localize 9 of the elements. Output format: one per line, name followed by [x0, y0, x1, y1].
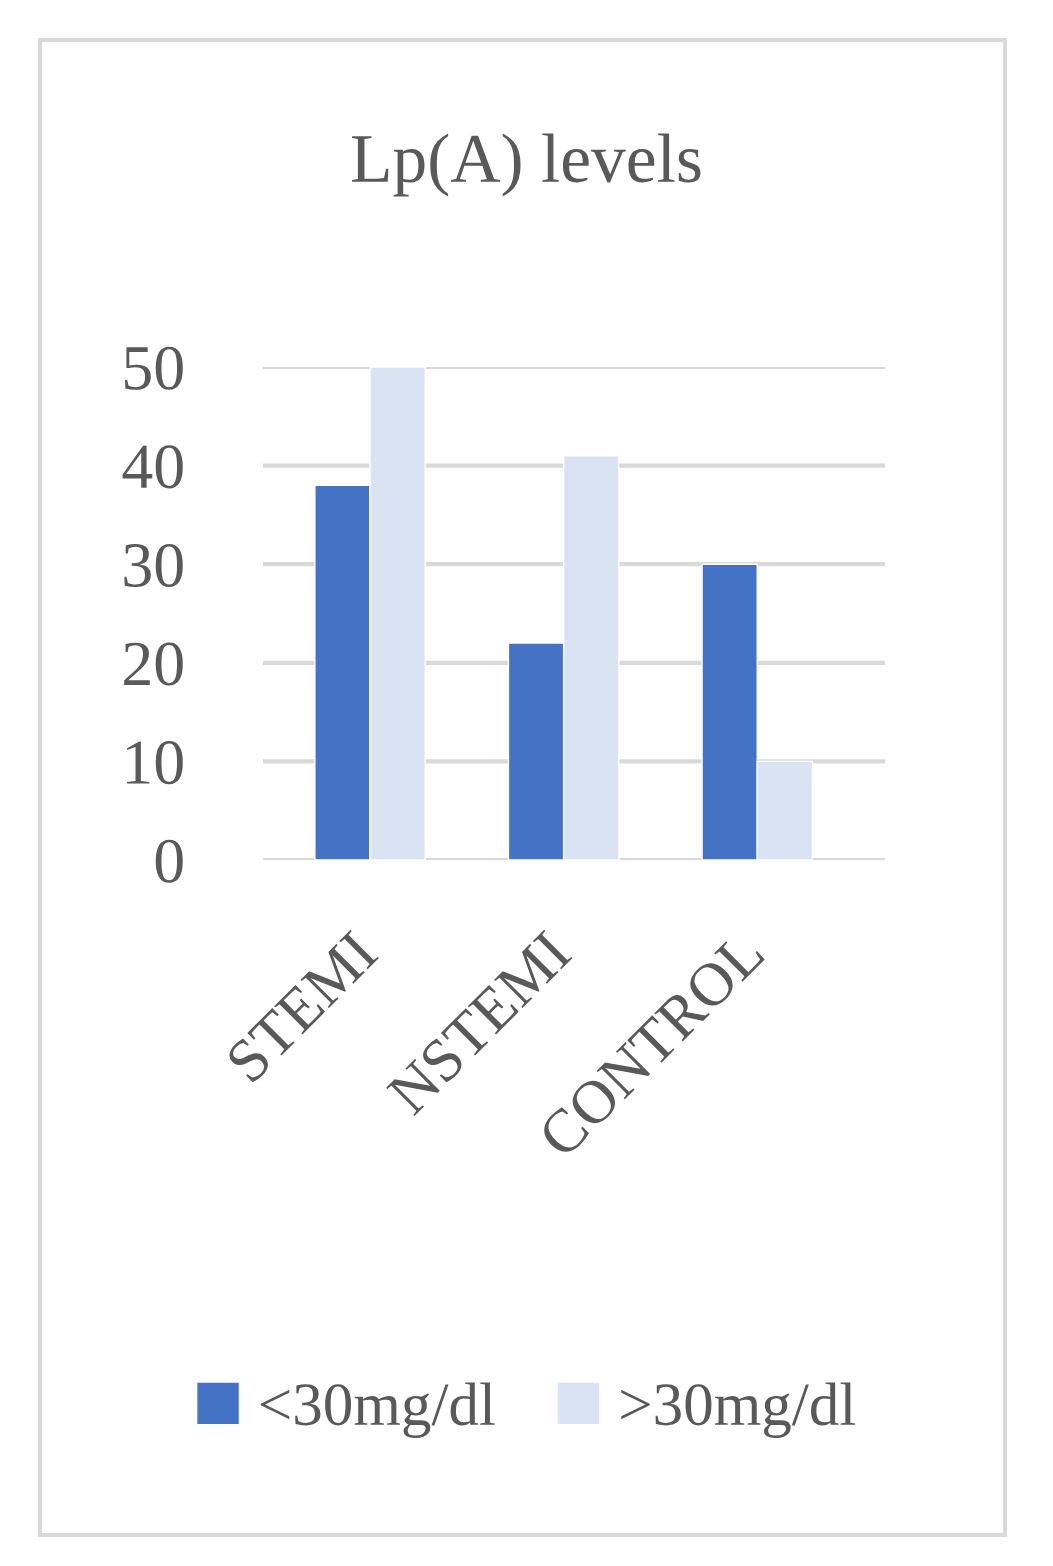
y-tick-label: 40 [122, 445, 183, 489]
legend-label: <30mg/dl [260, 1382, 495, 1438]
y-tick-label: 30 [124, 543, 183, 587]
y-tick-label: 50 [125, 346, 183, 390]
y-tick-label: 0 [155, 839, 183, 883]
legend-label: >30mg/dl [621, 1382, 856, 1438]
chart-title: Lp(A) levels [352, 133, 701, 197]
y-tick-label: 20 [124, 642, 183, 686]
y-tick-label: 10 [126, 741, 183, 785]
